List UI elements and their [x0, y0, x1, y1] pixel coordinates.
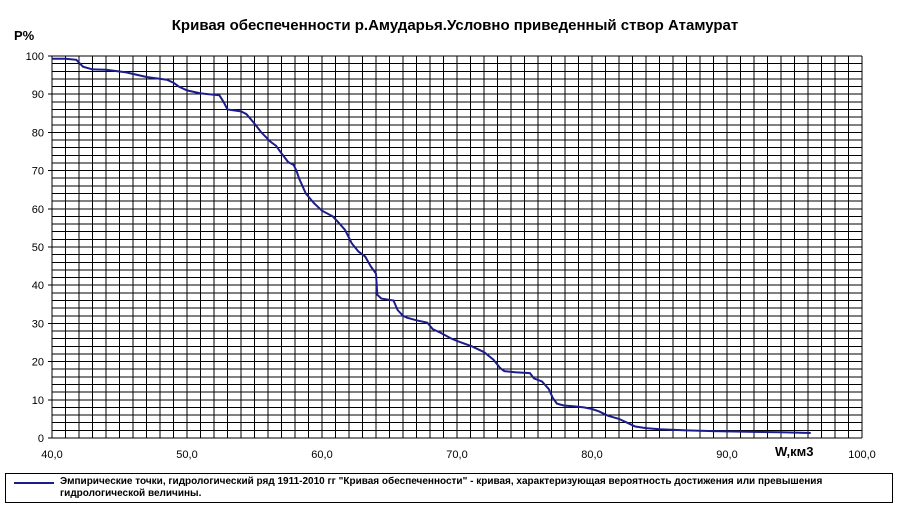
x-tick-label: 70,0 [446, 449, 467, 461]
chart: Кривая обеспеченности р.Амударья.Условно… [14, 17, 876, 461]
x-tick-label: 80,0 [581, 449, 602, 461]
series-line [52, 57, 811, 434]
y-tick-label: 30 [32, 318, 44, 330]
y-tick-label: 0 [38, 433, 44, 445]
x-tick-label: 50,0 [176, 449, 197, 461]
y-tick-label: 60 [32, 204, 44, 216]
chart-title: Кривая обеспеченности р.Амударья.Условно… [172, 17, 738, 34]
y-tick-label: 100 [26, 51, 44, 63]
y-tick-label: 70 [32, 166, 44, 178]
x-tick-label: 90,0 [716, 449, 737, 461]
y-axis-label: P% [14, 28, 35, 43]
y-tick-label: 90 [32, 89, 44, 101]
x-axis-label: W,км3 [775, 444, 814, 459]
legend-line-swatch [14, 482, 54, 484]
x-tick-label: 40,0 [41, 449, 62, 461]
plot-grid [48, 55, 863, 439]
y-tick-label: 50 [32, 242, 44, 254]
x-tick-label: 100,0 [848, 449, 876, 461]
tick-labels: 0 10 20 30 40 50 60 70 80 90 100 40,0 50,0 60,0 70,0 80… [26, 51, 876, 461]
y-tick-label: 80 [32, 127, 44, 139]
x-tick-label: 60,0 [311, 449, 332, 461]
y-tick-label: 10 [32, 395, 44, 407]
legend: Эмпирические точки, гидрологический ряд … [5, 473, 893, 503]
y-tick-label: 20 [32, 357, 44, 369]
legend-series-label: Эмпирические точки, гидрологический ряд … [60, 476, 823, 499]
y-tick-label: 40 [32, 280, 44, 292]
